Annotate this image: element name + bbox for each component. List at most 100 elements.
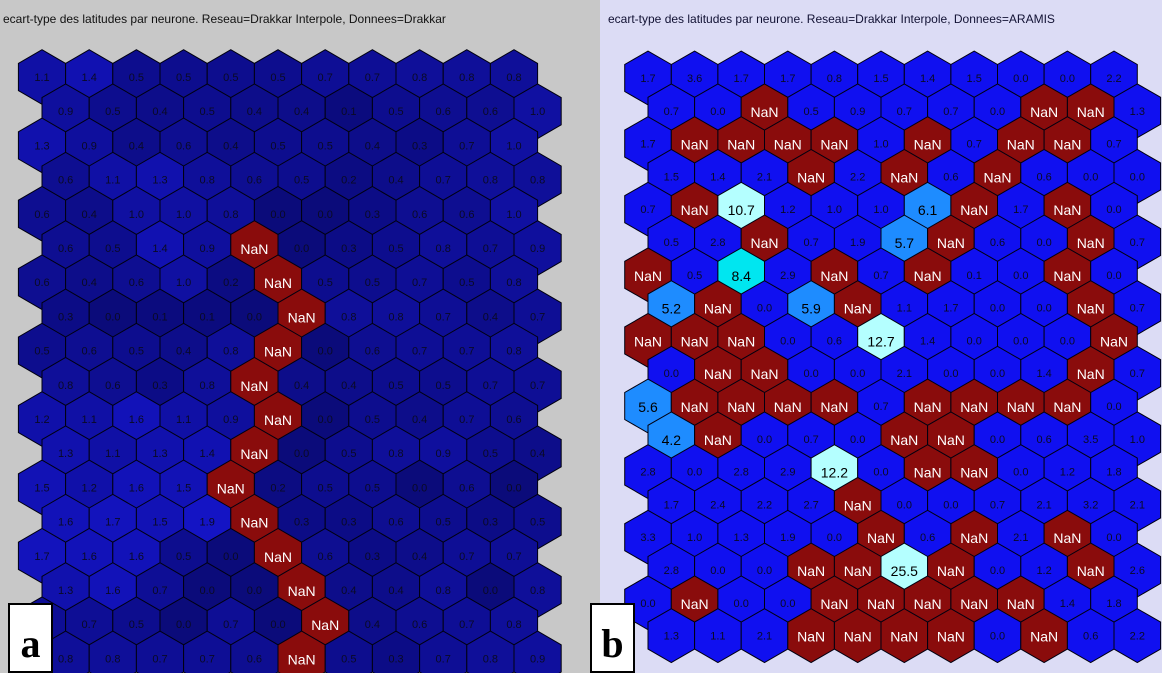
hex-cell-label: 0.9 — [530, 243, 545, 255]
hex-cell-label: 0.7 — [897, 106, 912, 118]
hex-cell-label: 0.4 — [129, 140, 144, 152]
hex-cell-label: NaN — [820, 596, 848, 612]
hex-cell-label: 0.0 — [1106, 401, 1121, 413]
hex-cell-label: 2.7 — [803, 499, 818, 511]
hex-cell-label: 0.7 — [873, 270, 888, 282]
hex-cell-label: 1.7 — [105, 517, 120, 529]
hex-cell-label: 1.3 — [734, 532, 749, 544]
hex-cell — [1113, 608, 1162, 664]
hex-cell-label: 1.9 — [780, 532, 795, 544]
hex-cell-label: 1.6 — [58, 517, 73, 529]
hex-cell-label: 0.8 — [388, 311, 403, 323]
hex-cell-label: 2.6 — [1130, 565, 1145, 577]
hex-cell-label: NaN — [1007, 596, 1035, 612]
hex-cell-label: 2.8 — [640, 467, 655, 479]
hex-cell-label: 0.6 — [412, 209, 427, 221]
hex-cell-label: NaN — [240, 515, 268, 531]
hex-cell-label: 0.6 — [483, 106, 498, 118]
hex-cell-label: 0.6 — [58, 243, 73, 255]
hex-cell-label: 6.1 — [918, 202, 938, 218]
hex-cell-label: 1.6 — [129, 414, 144, 426]
hex-cell-label: 0.8 — [436, 243, 451, 255]
hex-cell-label: 1.4 — [920, 73, 935, 85]
hex-cell-label: 0.0 — [1106, 270, 1121, 282]
hex-cell-label: NaN — [240, 446, 268, 462]
hex-cell-label: 0.5 — [388, 106, 403, 118]
hex-cell-label: 1.4 — [200, 448, 215, 460]
hex-cell-label: 0.8 — [200, 380, 215, 392]
hex-cell-label: 0.8 — [530, 175, 545, 187]
hex-cell-label: 1.7 — [664, 499, 679, 511]
hex-cell-label: NaN — [1030, 629, 1058, 645]
hex-cell-label: NaN — [634, 333, 662, 349]
hex-cell-label: NaN — [914, 137, 942, 153]
hex-cell-label: 0.0 — [1083, 171, 1098, 183]
hex-cell-label: 0.6 — [920, 532, 935, 544]
hex-cell-label: 0.0 — [1036, 303, 1051, 315]
hex-cell-label: 0.6 — [827, 335, 842, 347]
hex-cell-label: 0.4 — [152, 106, 167, 118]
hex-cell-label: 5.7 — [895, 235, 915, 251]
hex-cell-label: 0.6 — [58, 175, 73, 187]
hex-cell-label: 0.5 — [129, 72, 144, 84]
hex-cell-label: 0.7 — [436, 311, 451, 323]
panel-b-title: ecart-type des latitudes par neurone. Re… — [608, 12, 1055, 26]
hex-cell-label: 0.9 — [223, 414, 238, 426]
hex-cell-label: 0.3 — [58, 311, 73, 323]
hex-cell-label: 0.7 — [990, 499, 1005, 511]
hex-cell-label: 1.0 — [176, 277, 191, 289]
hex-cell-label: 2.9 — [780, 467, 795, 479]
hex-cell-label: 0.0 — [990, 565, 1005, 577]
hex-cell-label: 2.1 — [757, 631, 772, 643]
hex-cell-label: 0.2 — [341, 175, 356, 187]
hex-cell-label: 0.7 — [530, 380, 545, 392]
panel-a-title: ecart-type des latitudes par neurone. Re… — [3, 12, 446, 26]
hex-cell-label: 0.6 — [506, 414, 521, 426]
hex-cell-label: 1.4 — [710, 171, 725, 183]
hex-cell-label: 0.8 — [58, 380, 73, 392]
hex-cell-label: 0.7 — [223, 619, 238, 631]
hex-cell-label: 0.6 — [365, 346, 380, 358]
hex-cell-label: NaN — [844, 301, 872, 317]
hex-cell-label: NaN — [750, 366, 778, 382]
hex-cell-label: 0.7 — [412, 277, 427, 289]
hex-cell-label: 0.1 — [967, 270, 982, 282]
hex-cell-label: 0.3 — [341, 517, 356, 529]
hex-cell-label: NaN — [1007, 137, 1035, 153]
hex-cell-label: NaN — [634, 268, 662, 284]
hex-cell-label: 1.7 — [734, 73, 749, 85]
hex-cell-label: 2.2 — [1106, 73, 1121, 85]
hex-cell-label: 0.4 — [341, 380, 356, 392]
hex-cell-label: 0.6 — [943, 171, 958, 183]
hex-cell-label: 0.7 — [412, 346, 427, 358]
hex-cell-label: 0.5 — [436, 380, 451, 392]
hex-cell-label: 2.1 — [1013, 532, 1028, 544]
hex-cell-label: 0.6 — [459, 209, 474, 221]
hex-cell-label: 1.4 — [1036, 368, 1051, 380]
hex-cell-label: 1.6 — [129, 551, 144, 563]
hex-cell-label: 1.8 — [1106, 467, 1121, 479]
hex-cell-label: NaN — [240, 378, 268, 394]
hex-cell-label: 0.7 — [318, 72, 333, 84]
hex-cell-label: 1.3 — [34, 140, 49, 152]
hex-cell-label: 0.4 — [341, 585, 356, 597]
hex-cell-label: NaN — [797, 629, 825, 645]
hex-cell-label: NaN — [1030, 104, 1058, 120]
hex-cell-label: 0.4 — [82, 209, 97, 221]
hex-cell-label: NaN — [1077, 104, 1105, 120]
hex-cell-label: 1.9 — [200, 517, 215, 529]
hex-cell-label: 0.5 — [129, 619, 144, 631]
hex-cell-label: 0.0 — [850, 368, 865, 380]
hex-cell-label: 0.3 — [365, 209, 380, 221]
hex-cell-label: 0.0 — [1036, 237, 1051, 249]
hex-cell-label: NaN — [960, 596, 988, 612]
hex-cell-label: 0.8 — [58, 653, 73, 665]
hex-cell-label: 1.3 — [1130, 106, 1145, 118]
hex-cell-label: 1.1 — [105, 175, 120, 187]
hex-cell-label: 1.3 — [58, 585, 73, 597]
hex-cell-label: 0.6 — [990, 237, 1005, 249]
hex-cell-label: 0.5 — [365, 482, 380, 494]
hex-cell-label: 0.3 — [412, 140, 427, 152]
hex-cell-label: 1.1 — [105, 448, 120, 460]
hex-cell-label: 0.0 — [1106, 204, 1121, 216]
